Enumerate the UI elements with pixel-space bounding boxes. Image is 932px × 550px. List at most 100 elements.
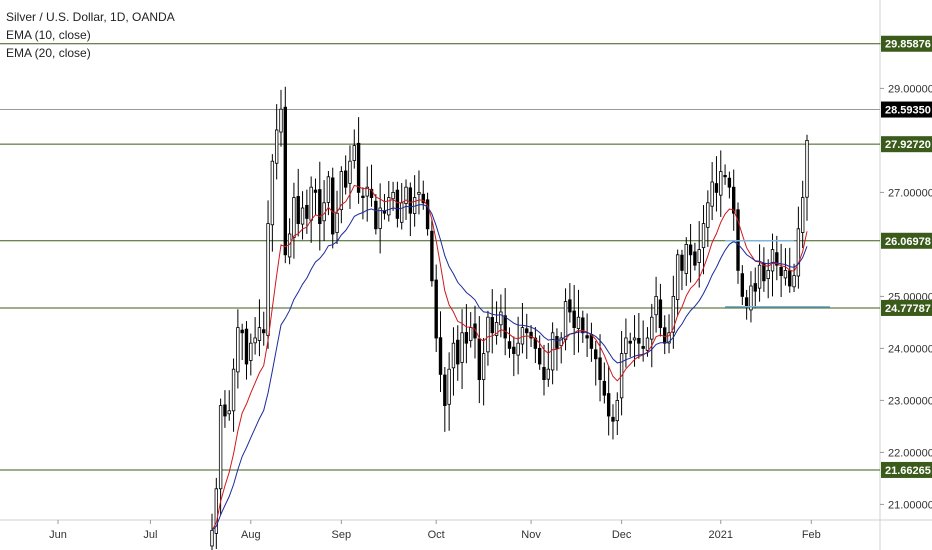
- candle-body: [641, 346, 645, 349]
- candle-body: [581, 317, 585, 334]
- candle-body: [374, 200, 378, 230]
- x-tick-label: 2021: [709, 529, 733, 541]
- candle-body: [249, 342, 253, 361]
- candle-body: [279, 108, 283, 133]
- x-tick-label: Oct: [428, 529, 445, 541]
- candle-body: [343, 170, 348, 188]
- candle-body: [335, 212, 339, 233]
- candle-body: [274, 129, 279, 164]
- candle-body: [486, 316, 490, 353]
- candle-body: [658, 299, 663, 329]
- candle-body: [671, 295, 676, 333]
- x-tick-label: Jul: [143, 529, 157, 541]
- candle-body: [481, 353, 486, 380]
- candle-body: [361, 195, 365, 198]
- candle-body: [542, 367, 546, 380]
- candle-body: [546, 368, 550, 380]
- candle-body: [270, 160, 275, 226]
- candle-body: [693, 251, 697, 266]
- candle-body: [326, 176, 331, 203]
- candle-body: [615, 399, 619, 422]
- candle-body: [714, 183, 719, 193]
- candle-body: [365, 186, 369, 197]
- candle-body: [645, 337, 650, 351]
- y-tick-label: 21.00000: [888, 499, 932, 511]
- candle-body: [512, 346, 516, 355]
- candle-body: [443, 374, 447, 406]
- candle-body: [732, 186, 736, 214]
- candle-body: [464, 332, 469, 344]
- candle-body: [218, 405, 223, 490]
- candle-body: [296, 196, 300, 224]
- candle-body: [490, 317, 494, 334]
- x-tick-label: Nov: [521, 529, 541, 541]
- candle-body: [757, 264, 762, 289]
- candle-body: [227, 410, 231, 415]
- level-price-label-bg: [881, 35, 932, 52]
- y-tick-label: 24.00000: [888, 343, 932, 355]
- candle-body: [572, 310, 576, 328]
- candle-body: [710, 181, 714, 207]
- candle-body: [779, 266, 783, 277]
- candle-body: [550, 332, 555, 371]
- candle-body: [287, 233, 292, 258]
- candle-body: [456, 339, 460, 365]
- candle-body: [417, 191, 421, 195]
- candle-body: [378, 207, 382, 229]
- candle-body: [805, 139, 809, 198]
- candle-body: [283, 106, 287, 256]
- candle-body: [628, 340, 632, 344]
- candle-body: [395, 189, 400, 219]
- candle-body: [663, 327, 667, 344]
- candle-body: [529, 331, 533, 339]
- candle-body: [400, 202, 404, 223]
- candle-body: [469, 327, 473, 342]
- candle-body: [339, 171, 344, 211]
- candle-body: [313, 189, 318, 193]
- level-price-label: 29.85876: [885, 39, 931, 51]
- candle-body: [451, 342, 456, 369]
- candle-body: [262, 329, 266, 334]
- candle-body: [447, 368, 451, 405]
- candle-body: [460, 332, 464, 363]
- level-price-label: 24.77787: [885, 303, 931, 315]
- candle-body: [602, 380, 607, 396]
- candle-body: [701, 223, 706, 249]
- level-price-label: 27.92720: [885, 139, 931, 151]
- candle-body: [210, 530, 214, 547]
- x-tick-label: Feb: [802, 529, 821, 541]
- candle-body: [231, 368, 236, 412]
- candle-body: [719, 171, 723, 196]
- candle-body: [520, 327, 525, 345]
- legend-ema10: EMA (10, close): [6, 28, 91, 42]
- y-tick-label: 27.00000: [888, 187, 932, 199]
- candle-body: [236, 327, 240, 373]
- candle-body: [788, 270, 792, 287]
- candle-body: [766, 269, 770, 280]
- candle-body: [266, 223, 270, 336]
- level-price-label: 21.66265: [885, 465, 931, 477]
- candle-body: [318, 189, 322, 224]
- candle-body: [792, 275, 796, 288]
- candle-body: [214, 488, 219, 534]
- candle-body: [352, 145, 356, 161]
- candle-body: [783, 269, 788, 279]
- candle-body: [727, 177, 732, 188]
- candle-body: [516, 342, 520, 356]
- candle-body: [507, 341, 512, 349]
- candle-body: [753, 283, 757, 292]
- candle-body: [650, 316, 654, 340]
- candle-body: [292, 197, 296, 238]
- candle-body: [654, 295, 658, 316]
- candle-body: [300, 207, 305, 225]
- candle-body: [800, 197, 805, 233]
- ema10-line: [211, 184, 808, 531]
- candle-body: [680, 254, 684, 271]
- level-price-label-bg: [881, 136, 932, 153]
- y-tick-label: 23.00000: [888, 395, 932, 407]
- candle-body: [555, 336, 559, 349]
- candle-body: [430, 230, 434, 282]
- candle-body: [611, 416, 615, 422]
- candle-body: [576, 316, 581, 329]
- candle-body: [348, 160, 352, 184]
